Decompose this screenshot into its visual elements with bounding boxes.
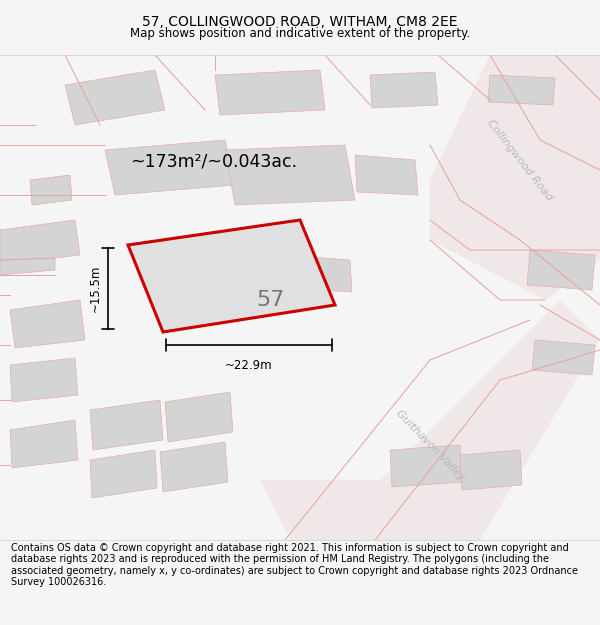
Polygon shape: [225, 145, 355, 205]
Polygon shape: [260, 300, 600, 540]
Polygon shape: [460, 450, 522, 490]
Polygon shape: [532, 340, 595, 375]
Polygon shape: [390, 445, 462, 487]
Polygon shape: [0, 220, 80, 275]
Text: Contains OS data © Crown copyright and database right 2021. This information is : Contains OS data © Crown copyright and d…: [11, 542, 578, 588]
Polygon shape: [128, 220, 335, 332]
Polygon shape: [527, 250, 595, 290]
Polygon shape: [10, 420, 78, 468]
Polygon shape: [30, 175, 72, 205]
Polygon shape: [355, 155, 418, 195]
Polygon shape: [165, 392, 233, 442]
Polygon shape: [90, 450, 157, 498]
Polygon shape: [430, 55, 600, 300]
Polygon shape: [65, 70, 165, 125]
Text: Guithavon Valley: Guithavon Valley: [394, 408, 466, 482]
Text: 57, COLLINGWOOD ROAD, WITHAM, CM8 2EE: 57, COLLINGWOOD ROAD, WITHAM, CM8 2EE: [142, 16, 458, 29]
Text: ~173m²/~0.043ac.: ~173m²/~0.043ac.: [130, 152, 297, 170]
Polygon shape: [105, 140, 235, 195]
Polygon shape: [10, 358, 78, 402]
Text: Map shows position and indicative extent of the property.: Map shows position and indicative extent…: [130, 27, 470, 39]
Text: ~15.5m: ~15.5m: [89, 265, 102, 312]
Text: ~22.9m: ~22.9m: [225, 359, 273, 372]
Text: Collingwood Road: Collingwood Road: [485, 118, 554, 202]
Polygon shape: [370, 72, 438, 108]
Polygon shape: [285, 255, 352, 292]
Polygon shape: [10, 300, 85, 348]
Polygon shape: [215, 70, 325, 115]
Polygon shape: [488, 75, 555, 105]
Polygon shape: [175, 245, 285, 290]
Text: 57: 57: [256, 290, 284, 310]
Polygon shape: [160, 442, 228, 492]
Polygon shape: [90, 400, 163, 450]
